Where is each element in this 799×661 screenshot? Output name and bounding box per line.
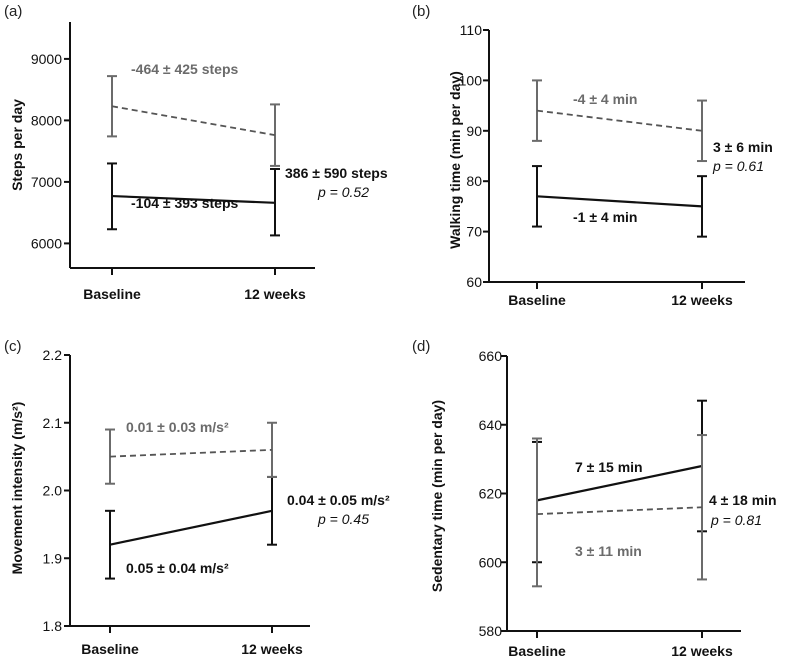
panel-a-solid-change: -104 ± 393 steps xyxy=(131,195,239,211)
panel-d-series xyxy=(532,399,707,588)
panel-b-dashed-line xyxy=(536,109,703,132)
panel-c-ytick-label: 2.0 xyxy=(43,483,63,499)
panel-c-xtick-label: 12 weeks xyxy=(241,641,303,657)
panel-c-ylabel: Movement intensity (m/s²) xyxy=(9,402,25,575)
panel-c-ytick-label: 1.9 xyxy=(43,550,63,566)
panel-b-series xyxy=(532,79,707,238)
panel-b-p-value: p = 0.61 xyxy=(712,158,764,174)
panel-a: (a) Steps per day 6000 7000 8000 9000 Basel… xyxy=(4,3,388,302)
panel-c-series xyxy=(105,421,277,580)
panel-c-dashed-change: 0.01 ± 0.03 m/s² xyxy=(126,419,229,435)
panel-c-yticks: 1.8 1.9 2.0 2.1 2.2 xyxy=(43,347,70,634)
panel-c: (c) Movement intensity (m/s²) 1.8 1.9 2.0 2… xyxy=(4,338,390,657)
panel-a-diff: 386 ± 590 steps xyxy=(285,165,388,181)
panel-c-ytick-label: 1.8 xyxy=(43,618,63,634)
panel-d-ytick-label: 600 xyxy=(479,554,503,570)
panel-a-ytick-label: 9000 xyxy=(31,51,62,67)
panel-a-yticks: 6000 7000 8000 9000 xyxy=(31,51,70,251)
panel-c-p-value: p = 0.45 xyxy=(317,511,369,527)
panel-c-solid-change: 0.05 ± 0.04 m/s² xyxy=(126,560,229,576)
panel-a-xtick-label: Baseline xyxy=(83,286,141,302)
panel-d-diff: 4 ± 18 min xyxy=(709,492,777,508)
panel-d-ylabel: Sedentary time (min per day) xyxy=(429,400,445,592)
panel-d-ytick-label: 640 xyxy=(479,417,503,433)
panel-b-yticks: 60 70 80 90 100 110 xyxy=(459,22,489,290)
panel-b-ytick-label: 80 xyxy=(466,173,482,189)
panel-a-ytick-label: 6000 xyxy=(31,235,62,251)
panel-d-dashed-line xyxy=(536,506,703,516)
panel-a-xticks: Baseline 12 weeks xyxy=(83,268,306,302)
panel-c-letter: (c) xyxy=(4,338,22,355)
panel-b-ytick-label: 70 xyxy=(466,224,482,240)
panel-d-xticks: Baseline 12 weeks xyxy=(508,631,733,659)
panel-c-ytick-label: 2.2 xyxy=(43,347,63,363)
panel-b-dashed-change: -4 ± 4 min xyxy=(573,91,637,107)
panel-a-solid-line xyxy=(111,194,276,204)
panel-a-dashed-line xyxy=(111,105,276,137)
panel-d-solid-line xyxy=(536,464,703,502)
panel-b-solid-change: -1 ± 4 min xyxy=(573,209,637,225)
panel-d-dashed-change: 3 ± 11 min xyxy=(575,543,642,559)
panel-b-solid-line xyxy=(536,195,703,208)
panel-d-p-value: p = 0.81 xyxy=(710,512,762,528)
panel-b-ylabel: Walking time (min per day) xyxy=(447,71,463,249)
panel-b-ytick-label: 110 xyxy=(460,22,483,38)
panel-a-ytick-label: 8000 xyxy=(31,112,62,128)
panel-b-ytick-label: 90 xyxy=(466,123,482,139)
panel-d-ytick-label: 660 xyxy=(479,348,503,364)
panel-d-solid-change: 7 ± 15 min xyxy=(575,459,643,475)
panel-d: (d) Sedentary time (min per day) 580 600 6… xyxy=(412,338,777,659)
panel-b: (b) Walking time (min per day) 60 70 80 90 1… xyxy=(412,3,773,308)
panel-b-diff: 3 ± 6 min xyxy=(713,139,773,155)
panel-d-letter: (d) xyxy=(412,338,430,355)
panel-d-yticks: 580 600 620 640 660 xyxy=(479,348,507,639)
panel-b-xtick-label: 12 weeks xyxy=(671,292,733,308)
panel-a-ylabel: Steps per day xyxy=(9,99,25,191)
panel-c-ytick-label: 2.1 xyxy=(43,415,63,431)
panel-b-ytick-label: 100 xyxy=(459,72,483,88)
panel-b-xtick-label: Baseline xyxy=(508,292,566,308)
panel-a-ytick-label: 7000 xyxy=(31,174,62,190)
panel-a-letter: (a) xyxy=(4,3,22,20)
panel-c-diff: 0.04 ± 0.05 m/s² xyxy=(287,492,390,508)
panel-b-xticks: Baseline 12 weeks xyxy=(508,282,733,308)
panel-b-ytick-label: 60 xyxy=(466,274,482,290)
panel-c-solid-line xyxy=(109,509,273,546)
panel-d-ytick-label: 580 xyxy=(479,623,503,639)
panel-a-p-value: p = 0.52 xyxy=(317,184,369,200)
panel-c-xtick-label: Baseline xyxy=(81,641,139,657)
panel-a-dashed-change: -464 ± 425 steps xyxy=(131,61,239,77)
panel-c-xticks: Baseline 12 weeks xyxy=(81,626,303,657)
panel-b-letter: (b) xyxy=(412,3,430,20)
panel-d-xtick-label: Baseline xyxy=(508,643,566,659)
panel-a-series xyxy=(107,75,280,237)
panel-d-ytick-label: 620 xyxy=(479,486,503,502)
panel-a-xtick-label: 12 weeks xyxy=(244,286,306,302)
panel-d-xtick-label: 12 weeks xyxy=(671,643,733,659)
panel-c-dashed-line xyxy=(109,448,273,458)
